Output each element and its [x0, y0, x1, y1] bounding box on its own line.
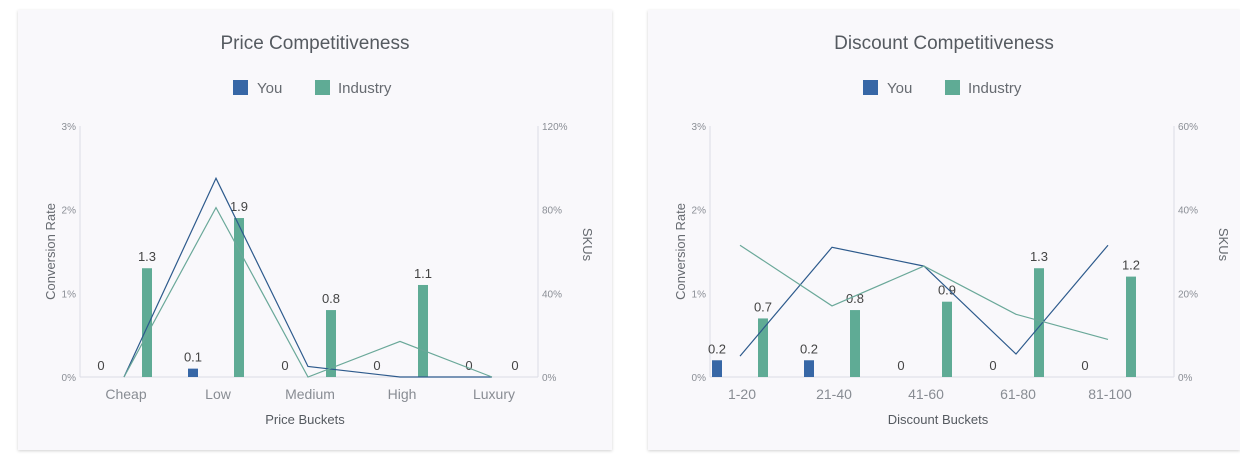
category-label: 81-100 — [1088, 386, 1132, 402]
category-label: 41-60 — [908, 386, 944, 402]
category-label: Cheap — [105, 386, 146, 402]
y-tick-label: 0% — [62, 373, 77, 384]
data-label-industry: 0.8 — [322, 291, 340, 306]
trend-line-2 — [123, 206, 493, 378]
legend-swatch-industry — [945, 80, 960, 95]
data-label-industry: 1.3 — [138, 249, 156, 264]
bar-industry — [234, 218, 244, 377]
data-label-industry: 0.8 — [846, 291, 864, 306]
category-label: 21-40 — [816, 386, 852, 402]
data-label-you: 0 — [281, 358, 288, 373]
chart-title: Discount Competitiveness — [834, 33, 1054, 54]
data-label-you: 0.1 — [184, 350, 202, 365]
bar-industry — [942, 301, 952, 377]
category-label: Medium — [285, 386, 335, 402]
y-axis-title: Conversion Rate — [673, 203, 688, 300]
chart-title: Price Competitiveness — [220, 33, 409, 54]
legend-swatch-industry — [315, 80, 330, 95]
y2-tick-label: 0% — [542, 373, 557, 384]
data-label-you: 0 — [97, 358, 104, 373]
y-tick-label: 0% — [692, 373, 707, 384]
category-label: 61-80 — [1000, 386, 1036, 402]
data-label-you: 0 — [465, 358, 472, 373]
y2-tick-label: 0% — [1178, 373, 1193, 384]
x-axis-title: Price Buckets — [265, 412, 345, 427]
legend-label-you: You — [257, 80, 282, 97]
data-label-you: 0.2 — [800, 341, 818, 356]
trend-line-1 — [123, 176, 492, 378]
data-label-industry: 1.9 — [230, 199, 248, 214]
y-axis-title: Conversion Rate — [43, 203, 58, 300]
bar-industry — [326, 310, 336, 377]
y-tick-label: 1% — [62, 289, 77, 300]
data-label-industry: 0.9 — [938, 283, 956, 298]
bar-industry — [850, 310, 860, 377]
data-label-you: 0 — [373, 358, 380, 373]
category-label: Low — [205, 386, 232, 402]
discount-competitiveness-svg: Discount Competitiveness You Industry 0% 1% 2… — [673, 33, 1231, 427]
legend-swatch-you — [233, 80, 248, 95]
y-tick-label: 1% — [692, 289, 707, 300]
y2-axis-title: SKUs — [580, 228, 595, 262]
data-label-industry: 1.2 — [1122, 258, 1140, 273]
data-label-you: 0 — [989, 358, 996, 373]
y2-axis-title: SKUs — [1216, 228, 1231, 262]
y2-tick-label: 40% — [542, 289, 562, 300]
discount-competitiveness-chart: Discount Competitiveness You Industry 0% 1% 2… — [648, 10, 1240, 450]
y-tick-label: 3% — [692, 122, 707, 133]
bar-industry — [418, 284, 428, 377]
bar-you — [804, 360, 814, 377]
bar-you — [188, 368, 198, 377]
bar-industry — [1126, 276, 1136, 377]
y2-tick-label: 20% — [1178, 289, 1198, 300]
legend-label-industry: Industry — [968, 80, 1022, 97]
bar-industry — [758, 318, 768, 377]
y-tick-label: 2% — [62, 206, 77, 217]
trend-line-2 — [739, 244, 1109, 340]
bar-you — [712, 360, 722, 377]
y-tick-label: 2% — [692, 206, 707, 217]
price-competitiveness-chart: Price Competitiveness You Industry 0% 1% 2% 3%… — [18, 10, 612, 450]
data-label-you: 0 — [897, 358, 904, 373]
trend-line-1 — [739, 244, 1109, 357]
y2-tick-label: 120% — [542, 122, 568, 133]
bar-industry — [1034, 268, 1044, 377]
price-competitiveness-svg: Price Competitiveness You Industry 0% 1% 2% 3%… — [43, 33, 595, 427]
y-tick-label: 3% — [62, 122, 77, 133]
x-axis-title: Discount Buckets — [888, 412, 989, 427]
bar-industry — [142, 268, 152, 377]
data-label-industry: 0.7 — [754, 299, 772, 314]
data-label-industry: 1.3 — [1030, 249, 1048, 264]
data-label-industry: 0 — [511, 358, 518, 373]
data-label-industry: 1.1 — [414, 266, 432, 281]
data-label-you: 0 — [1081, 358, 1088, 373]
category-label: 1-20 — [728, 386, 756, 402]
category-label: Luxury — [473, 386, 515, 402]
y2-tick-label: 40% — [1178, 206, 1198, 217]
data-label-you: 0.2 — [708, 341, 726, 356]
y2-tick-label: 80% — [542, 206, 562, 217]
legend-label-you: You — [887, 80, 912, 97]
legend-label-industry: Industry — [338, 80, 392, 97]
legend-swatch-you — [863, 80, 878, 95]
category-label: High — [388, 386, 417, 402]
y2-tick-label: 60% — [1178, 122, 1198, 133]
